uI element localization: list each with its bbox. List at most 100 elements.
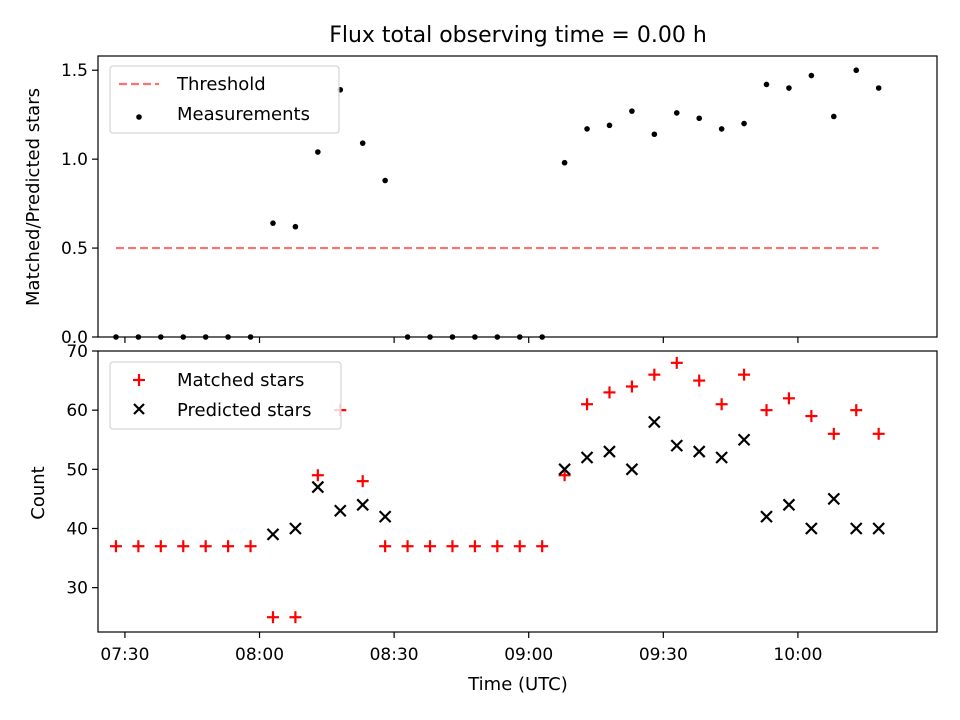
- matched-stars-point: [738, 368, 751, 381]
- matched-stars-point: [401, 540, 414, 553]
- ratio-legend: Threshold Measurements: [109, 65, 340, 134]
- matched-stars-point: [356, 475, 369, 488]
- matched-stars-point: [648, 368, 661, 381]
- measurement-point: [315, 149, 321, 155]
- matched-stars-point: [244, 540, 257, 553]
- legend-matched-label: Matched stars: [177, 370, 304, 391]
- measurement-point: [741, 120, 747, 127]
- predicted-stars-point: [737, 433, 751, 447]
- matched-stars-point: [109, 540, 122, 553]
- matched-stars-point: [670, 356, 683, 369]
- predicted-stars-point: [311, 480, 325, 494]
- measurement-point: [673, 110, 680, 116]
- matched-stars-point: [177, 540, 190, 553]
- counts-ticks: 30 40 50 60 70 07:30 08:00 08:30 09:00 09:30 10:00: [66, 342, 822, 665]
- counts-axes-frame: [97, 350, 938, 633]
- predicted-stars-point: [670, 439, 684, 452]
- predicted-stars-point: [625, 463, 639, 476]
- counts-y-axis-label: Count: [28, 466, 49, 519]
- matched-stars-point: [266, 611, 279, 624]
- measurement-point: [786, 85, 792, 91]
- legend-matched-swatch: [133, 374, 145, 386]
- matched-stars-point: [603, 386, 616, 399]
- measurement-point: [606, 122, 613, 129]
- counts-legend: Matched stars Predicted stars: [109, 361, 342, 430]
- y-tick-label: 1.5: [61, 61, 88, 81]
- matched-stars-point: [468, 540, 481, 553]
- predicted-stars-point: [760, 510, 773, 523]
- ratio-y-axis-label: Matched/Predicted stars: [23, 88, 44, 306]
- matched-stars-point: [154, 540, 167, 553]
- predicted-stars-point: [872, 522, 885, 535]
- chart-title: Flux total observing time = 0.00 h: [329, 23, 707, 48]
- counts-legend-box: [109, 361, 342, 430]
- x-tick-label: 09:00: [504, 645, 553, 665]
- y-tick-label: 30: [66, 579, 88, 599]
- x-tick-label: 08:30: [370, 645, 419, 665]
- measurement-point: [718, 126, 725, 132]
- x-axis-label: Time (UTC): [467, 674, 568, 695]
- predicted-stars-point: [334, 504, 347, 518]
- predicted-stars-point: [356, 498, 369, 512]
- matched-stars-point: [513, 540, 526, 553]
- measurement-point: [853, 67, 860, 74]
- measurement-point: [584, 126, 590, 132]
- legend-predicted-swatch: [133, 403, 145, 415]
- matched-stars-point: [491, 540, 504, 553]
- measurement-point: [831, 113, 837, 120]
- counts-marks: [109, 356, 885, 624]
- ratio-panel: 0.0 0.5 1.0 1.5 Matched/Predicted stars Thr…: [23, 55, 938, 348]
- matched-stars-point: [289, 611, 302, 624]
- matched-stars-point: [446, 540, 459, 553]
- measurement-point: [292, 223, 299, 230]
- matched-stars-point: [693, 374, 706, 387]
- measurement-point: [651, 131, 658, 138]
- measurement-point: [270, 220, 276, 226]
- y-tick-label: 0.5: [61, 239, 88, 259]
- matched-stars-point: [379, 540, 392, 553]
- matched-stars-point: [581, 398, 594, 411]
- predicted-stars-point: [715, 451, 728, 464]
- y-tick-label: 1.0: [61, 150, 88, 170]
- matched-stars-point: [805, 410, 818, 423]
- matched-stars-point: [782, 392, 795, 405]
- legend-threshold-label: Threshold: [176, 74, 266, 95]
- matched-stars-point: [715, 398, 728, 411]
- predicted-stars-point: [580, 451, 594, 464]
- measurement-point: [808, 72, 815, 79]
- predicted-stars-point: [603, 445, 616, 458]
- ratio-axes-frame: [97, 55, 938, 338]
- measurement-point: [359, 140, 366, 146]
- counts-panel: 30 40 50 60 70 07:30 08:00 08:30 09:00 09:30 10:00…: [28, 342, 938, 695]
- matched-stars-point: [872, 427, 885, 440]
- y-tick-label: 70: [66, 342, 88, 362]
- legend-predicted-label: Predicted stars: [177, 400, 311, 421]
- x-tick-label: 09:30: [639, 645, 688, 665]
- matched-stars-point: [199, 540, 212, 553]
- measurement-point: [696, 115, 703, 122]
- predicted-stars-point: [558, 463, 571, 476]
- predicted-stars-point: [692, 445, 706, 458]
- y-tick-label: 50: [66, 460, 88, 480]
- measurement-point: [382, 177, 388, 184]
- matched-stars-point: [311, 469, 324, 482]
- matched-stars-point: [558, 469, 571, 482]
- measurement-point: [875, 85, 882, 91]
- measurement-point: [629, 108, 635, 114]
- predicted-stars-point: [266, 528, 280, 541]
- matched-stars-point: [222, 540, 235, 553]
- ratio-legend-box: [109, 65, 340, 134]
- y-tick-label: 0.0: [61, 328, 88, 348]
- matched-stars-point: [827, 427, 840, 440]
- matched-stars-point: [536, 540, 549, 553]
- x-tick-label: 07:30: [100, 645, 149, 665]
- predicted-stars-point: [289, 522, 302, 535]
- predicted-stars-point: [782, 498, 796, 512]
- legend-measurements-swatch: [136, 114, 142, 120]
- y-tick-label: 60: [66, 401, 88, 421]
- predicted-stars-point: [378, 510, 392, 523]
- predicted-stars-point: [849, 522, 863, 535]
- ratio-ticks: 0.0 0.5 1.0 1.5: [61, 61, 799, 348]
- predicted-stars-point: [805, 522, 818, 535]
